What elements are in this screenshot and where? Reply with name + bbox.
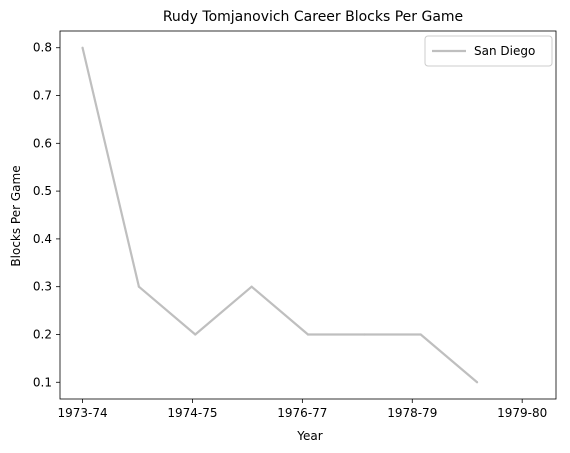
y-axis: 0.1 0.2 0.3 0.4 0.5 0.6 0.7 0.8	[33, 41, 60, 389]
x-tick-label: 1973-74	[57, 406, 107, 420]
y-tick-label: 0.1	[33, 375, 52, 389]
x-tick-label: 1974-75	[167, 406, 217, 420]
y-tick-label: 0.6	[33, 136, 52, 150]
series-line-0	[81, 47, 478, 384]
data-point	[194, 333, 197, 336]
y-tick-label: 0.4	[33, 232, 52, 246]
y-tick-label: 0.2	[33, 327, 52, 341]
data-point	[81, 46, 84, 49]
chart-title: Rudy Tomjanovich Career Blocks Per Game	[163, 9, 463, 25]
y-tick-label: 0.5	[33, 184, 52, 198]
x-tick-label: 1979-80	[497, 406, 547, 420]
data-point	[363, 333, 366, 336]
data-point	[306, 333, 310, 336]
x-tick-label: 1978-79	[387, 406, 437, 420]
legend-label: San Diego	[474, 44, 535, 58]
y-tick-label: 0.3	[33, 280, 52, 294]
plot-frame	[59, 30, 557, 400]
data-point	[419, 333, 422, 336]
x-axis-label: Year	[296, 429, 322, 443]
y-axis-label: Blocks Per Game	[9, 165, 23, 266]
y-tick-label: 0.7	[33, 89, 52, 103]
data-point	[137, 285, 141, 288]
y-tick-label: 0.8	[33, 41, 52, 55]
x-axis: 1973-74 1974-75 1976-77 1978-79 1979-80	[57, 399, 547, 420]
legend-box	[424, 35, 553, 67]
legend: San Diego	[424, 35, 553, 67]
data-point	[250, 285, 253, 288]
data-point	[475, 381, 479, 384]
x-tick-label: 1976-77	[277, 406, 327, 420]
plot-area	[81, 46, 479, 384]
